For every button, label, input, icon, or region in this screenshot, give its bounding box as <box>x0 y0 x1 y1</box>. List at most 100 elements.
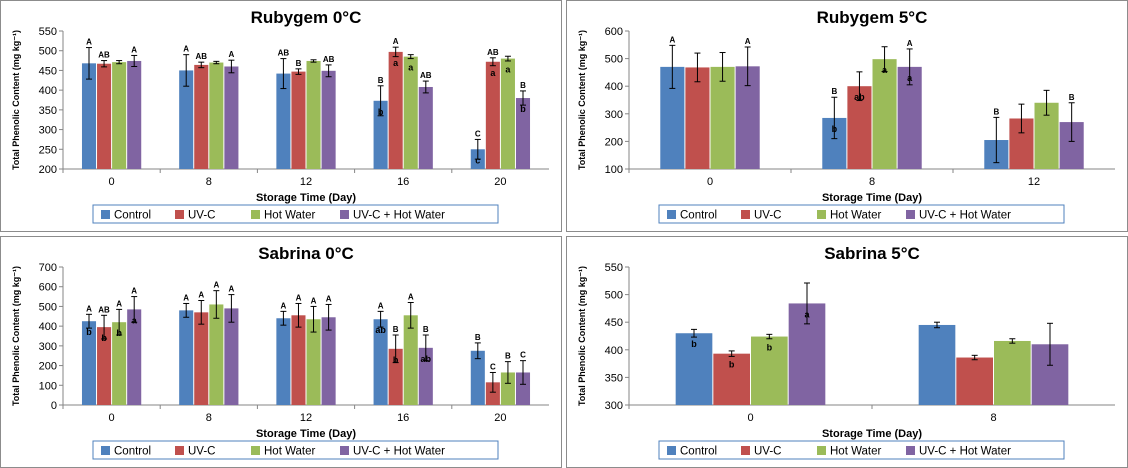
significance-label-upper: A <box>393 37 399 46</box>
x-axis-label: Storage Time (Day) <box>256 192 356 204</box>
significance-label-upper: A <box>86 304 92 313</box>
x-axis-label: Storage Time (Day) <box>256 428 356 440</box>
y-tick-label: 0 <box>51 400 57 412</box>
significance-label-lower: a <box>408 63 414 73</box>
legend-swatch <box>251 446 260 455</box>
significance-label-upper: A <box>229 50 235 59</box>
y-tick-label: 300 <box>605 109 623 121</box>
chart-svg: Sabrina 5°C 300 350 400 450 500 550 Total Pheno… <box>577 244 1115 460</box>
chart-title: Rubygem 5°C <box>817 8 928 27</box>
bar <box>291 71 306 169</box>
legend-entry: Control <box>114 446 151 458</box>
y-tick-label: 400 <box>605 345 623 357</box>
x-tick-label: 12 <box>300 176 312 188</box>
significance-label-upper: B <box>296 59 302 68</box>
x-tick-label: 20 <box>494 176 506 188</box>
y-tick-label: 600 <box>605 26 623 38</box>
bar <box>306 60 321 169</box>
significance-label-lower: a <box>907 73 913 83</box>
legend-swatch <box>251 210 260 219</box>
bar <box>127 309 142 405</box>
bar <box>485 61 500 169</box>
chart-svg: Rubygem 0°C200250300350400450500550Total… <box>11 8 549 224</box>
significance-label-lower: b <box>832 124 838 134</box>
bar <box>500 372 515 405</box>
significance-label-upper: B <box>475 333 481 342</box>
bar <box>675 333 713 405</box>
legend-swatch <box>340 446 349 455</box>
significance-label-upper: A <box>183 293 189 302</box>
x-tick-label: 12 <box>1028 176 1040 188</box>
bar <box>418 86 433 169</box>
y-tick-label: 300 <box>39 341 57 353</box>
chart-title: Sabrina 0°C <box>258 244 354 263</box>
legend-entry: UV-C <box>188 210 215 222</box>
significance-label-lower: c <box>475 155 480 165</box>
significance-label-upper: B <box>505 352 511 361</box>
significance-label-upper: C <box>520 351 526 360</box>
x-tick-label: 0 <box>707 176 713 188</box>
x-tick-label: 16 <box>397 412 409 424</box>
y-tick-label: 500 <box>605 290 623 302</box>
legend-entry: Hot Water <box>830 210 882 222</box>
significance-label-lower: ab <box>421 354 432 364</box>
chart-title: Sabrina 5°C <box>824 244 920 263</box>
significance-label-upper: A <box>213 281 219 290</box>
x-tick-label: 0 <box>109 176 115 188</box>
bar <box>97 327 112 405</box>
significance-label-upper: A <box>86 38 92 47</box>
y-axis-label: Total Phenolic Content (mg kg⁻¹) <box>11 266 21 406</box>
x-axis-label: Storage Time (Day) <box>822 428 922 440</box>
bar <box>321 70 336 169</box>
y-axis-label: Total Phenolic Content (mg kg⁻¹) <box>577 266 587 406</box>
significance-label-lower: a <box>393 58 399 68</box>
legend-swatch <box>667 210 676 219</box>
bar <box>515 98 531 169</box>
y-tick-label: 300 <box>39 125 57 137</box>
significance-label-upper: AB <box>420 71 432 80</box>
bar <box>713 353 750 405</box>
legend-box <box>92 440 499 460</box>
y-tick-label: 250 <box>39 144 57 156</box>
bar <box>127 60 142 169</box>
bar <box>685 67 710 169</box>
significance-label-lower: a <box>804 309 810 319</box>
legend-entry: Hot Water <box>264 210 316 222</box>
y-tick-label: 200 <box>605 136 623 148</box>
y-tick-label: 550 <box>605 262 623 274</box>
legend-box <box>658 440 1065 460</box>
significance-label-upper: A <box>378 301 384 310</box>
bar <box>291 315 306 405</box>
legend-swatch <box>817 446 826 455</box>
significance-label-upper: A <box>116 299 122 308</box>
significance-label-lower: b <box>691 339 697 349</box>
x-tick-label: 8 <box>990 412 996 424</box>
panel-sabrina-5c: Sabrina 5°C 300 350 400 450 500 550 Total Pheno… <box>566 236 1128 468</box>
y-axis-label: Total Phenolic Content (mg kg⁻¹) <box>577 30 587 170</box>
bar <box>224 66 239 169</box>
y-tick-label: 200 <box>39 361 57 373</box>
significance-label-upper: AB <box>278 49 290 58</box>
legend-box <box>658 204 1065 224</box>
x-tick-label: 20 <box>494 412 506 424</box>
bar <box>751 336 788 405</box>
significance-label-lower: a <box>882 65 888 75</box>
legend-swatch <box>741 210 750 219</box>
significance-label-upper: B <box>831 87 837 96</box>
x-tick-label: 12 <box>300 412 312 424</box>
significance-label-upper: A <box>281 301 287 310</box>
bar <box>515 372 531 405</box>
y-tick-label: 400 <box>39 321 57 333</box>
legend-swatch <box>667 446 676 455</box>
significance-label-upper: A <box>408 292 414 301</box>
legend-swatch <box>101 446 110 455</box>
bar <box>388 348 403 405</box>
chart-svg: Rubygem 5°C 100 200 300 400 500 600 Total Pheno… <box>577 8 1115 224</box>
bar <box>179 310 194 405</box>
y-tick-label: 100 <box>605 164 623 176</box>
significance-label-upper: AB <box>487 48 499 57</box>
panel-rubygem-0c: Rubygem 0°C 200 250 300 350 400 450 500 550 Total… <box>0 0 562 232</box>
significance-label-upper: A <box>311 296 317 305</box>
significance-label-upper: B <box>993 107 999 116</box>
significance-label-lower: a <box>505 65 511 75</box>
